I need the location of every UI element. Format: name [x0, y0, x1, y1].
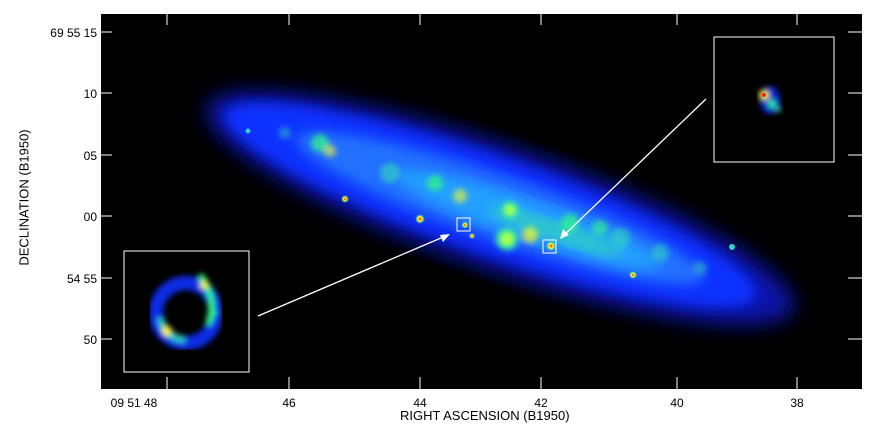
y-tick-label: 10 [83, 87, 97, 101]
x-tick-label: 42 [534, 396, 548, 410]
x-axis-title: RIGHT ASCENSION (B1950) [400, 408, 570, 423]
arrow-head [440, 234, 450, 242]
inset-top-right [713, 36, 835, 163]
galaxy-bright-band [489, 206, 622, 256]
inset-bottom-left [123, 250, 250, 373]
x-tick-label: 38 [790, 396, 804, 410]
y-axis-title: DECLINATION (B1950) [16, 129, 32, 266]
y-tick-label: 00 [83, 210, 97, 224]
plot-frame [100, 13, 863, 390]
x-tick-label: 09 51 48 [110, 396, 158, 410]
arrow-line [257, 234, 449, 317]
x-tick-label: 40 [670, 396, 684, 410]
marker-box [542, 239, 557, 254]
emission-clumps [279, 127, 707, 275]
y-tick-label: 05 [83, 149, 97, 163]
y-tick-label: 50 [83, 333, 97, 347]
arrow-head [560, 229, 569, 239]
galaxy-image [100, 13, 863, 390]
x-tick-label: 46 [282, 396, 296, 410]
point-sources [245, 41, 792, 279]
arrow-line [560, 98, 707, 239]
y-tick-label: 54 55 [66, 272, 97, 286]
x-tick-label: 44 [413, 396, 427, 410]
marker-box [456, 217, 471, 232]
y-tick-label: 69 55 15 [50, 26, 97, 40]
